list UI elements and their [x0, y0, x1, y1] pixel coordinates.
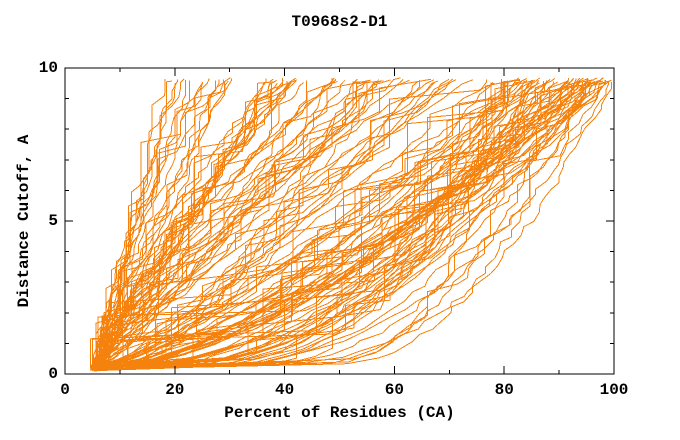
- gdt-curve: [101, 82, 292, 371]
- gdt-curve: [99, 81, 580, 371]
- gdt-curve: [97, 79, 528, 372]
- chart-title: T0968s2-D1: [291, 13, 388, 31]
- x-tick-label-40: 40: [274, 381, 295, 399]
- gdt-curve: [98, 79, 612, 370]
- x-tick-label-100: 100: [599, 381, 629, 399]
- gdt-curve: [99, 77, 541, 368]
- x-tick-label-60: 60: [384, 381, 404, 399]
- gdt-curve: [92, 82, 366, 370]
- gdt-curve: [91, 79, 421, 372]
- gdt-curves: [89, 77, 612, 372]
- gdt-curve: [98, 77, 520, 367]
- gdt-curve: [92, 81, 549, 367]
- gdt-curve: [92, 80, 569, 370]
- gdt-curve: [98, 83, 176, 367]
- gdt-curve: [94, 80, 604, 370]
- y-tick-label-0: 0: [48, 365, 58, 383]
- gdt-curve: [90, 80, 338, 371]
- gdt-curve: [94, 81, 612, 370]
- gdt-curve: [95, 82, 272, 371]
- gdt-curve: [90, 79, 579, 369]
- gdt-curve: [93, 78, 450, 369]
- gdt-curve: [97, 79, 391, 369]
- gdt-curve: [101, 80, 525, 367]
- gdt-curve: [96, 77, 604, 371]
- x-axis-label: Percent of Residues (CA): [224, 404, 455, 422]
- gdt-curve: [97, 81, 274, 368]
- gdt-curve: [95, 79, 595, 372]
- gdt-curve: [91, 79, 488, 367]
- x-tick-label-0: 0: [60, 381, 70, 399]
- gdt-curve: [101, 79, 404, 367]
- gdt-curve: [94, 77, 335, 368]
- gdt-curve: [99, 77, 296, 368]
- gdt-curve: [100, 83, 587, 370]
- gdt-curve: [90, 81, 436, 367]
- gdt-curve: [98, 79, 540, 369]
- x-tick-label-80: 80: [494, 381, 514, 399]
- gdt-curve: [93, 79, 606, 371]
- gdt-curve: [91, 81, 204, 369]
- gdt-curve: [91, 78, 574, 368]
- gdt-curve: [98, 78, 431, 368]
- gdt-curve: [95, 81, 380, 367]
- gdt-curve: [99, 81, 554, 368]
- gdt-curve: [100, 78, 210, 369]
- gdt-curve: [97, 80, 438, 370]
- gdt-curve: [91, 79, 600, 368]
- gdt-curve: [90, 80, 533, 366]
- y-tick-label-5: 5: [48, 212, 58, 230]
- y-tick-label-10: 10: [38, 59, 58, 77]
- gdt-curve: [93, 81, 544, 372]
- gdt-curve: [97, 80, 307, 369]
- gdt-curve: [93, 80, 190, 367]
- gdt-curve: [101, 79, 550, 369]
- gdt-curve: [92, 82, 609, 371]
- gdt-curve: [97, 79, 457, 371]
- gdt-curve: [100, 78, 502, 370]
- gdt-curve: [95, 81, 368, 370]
- gdt-curve: [96, 79, 534, 372]
- x-tick-label-20: 20: [165, 381, 185, 399]
- gdt-curve: [97, 77, 598, 367]
- gdt-curve: [91, 78, 454, 369]
